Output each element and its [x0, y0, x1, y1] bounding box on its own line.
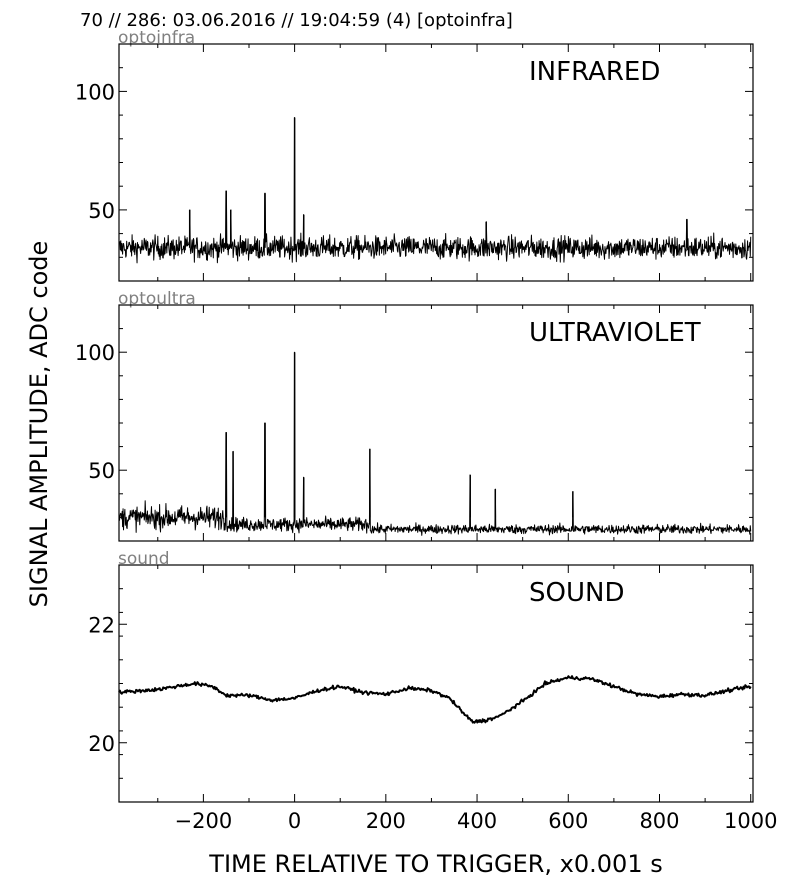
y-tick-label: 50 [88, 459, 115, 483]
panel-corner-label: sound [118, 549, 170, 569]
x-tick-label: 200 [366, 809, 406, 833]
y-tick-label: 50 [88, 199, 115, 223]
x-tick-label: 800 [639, 809, 679, 833]
panel-infrared: optoinfra INFRARED 50 100 [75, 28, 754, 282]
panels-layer: optoinfra INFRARED 50 100 optoultra ULTRAVIOL… [75, 28, 778, 833]
panel-sound: sound SOUND 20 22 −200 0 200 400 600 800 1000 [88, 549, 777, 833]
y-tick-label: 100 [75, 80, 115, 104]
x-axis-label: TIME RELATIVE TO TRIGGER, x0.001 s [208, 850, 662, 878]
panel-ultraviolet: optoultra ULTRAVIOLET 50 100 [75, 289, 754, 542]
x-tick-label: 600 [548, 809, 588, 833]
figure-header: 70 // 286: 03.06.2016 // 19:04:59 (4) [o… [80, 10, 513, 31]
panel-corner-label: optoultra [118, 289, 196, 309]
y-axis-label: SIGNAL AMPLITUDE, ADC code [25, 241, 53, 608]
series-line [118, 675, 752, 724]
panel-title: ULTRAVIOLET [529, 318, 701, 348]
y-tick-label: 20 [88, 732, 115, 756]
y-tick-label: 100 [75, 341, 115, 365]
x-tick-label: 400 [457, 809, 497, 833]
series-line [118, 351, 752, 536]
x-tick-label: 1000 [724, 809, 777, 833]
panel-title: SOUND [529, 578, 624, 608]
series-line [118, 116, 752, 264]
x-tick-label: 0 [288, 809, 301, 833]
axes-frame [118, 564, 754, 803]
panel-title: INFRARED [529, 57, 660, 87]
y-tick-label: 22 [88, 613, 115, 637]
panel-corner-label: optoinfra [118, 28, 195, 48]
x-tick-label: −200 [175, 809, 233, 833]
